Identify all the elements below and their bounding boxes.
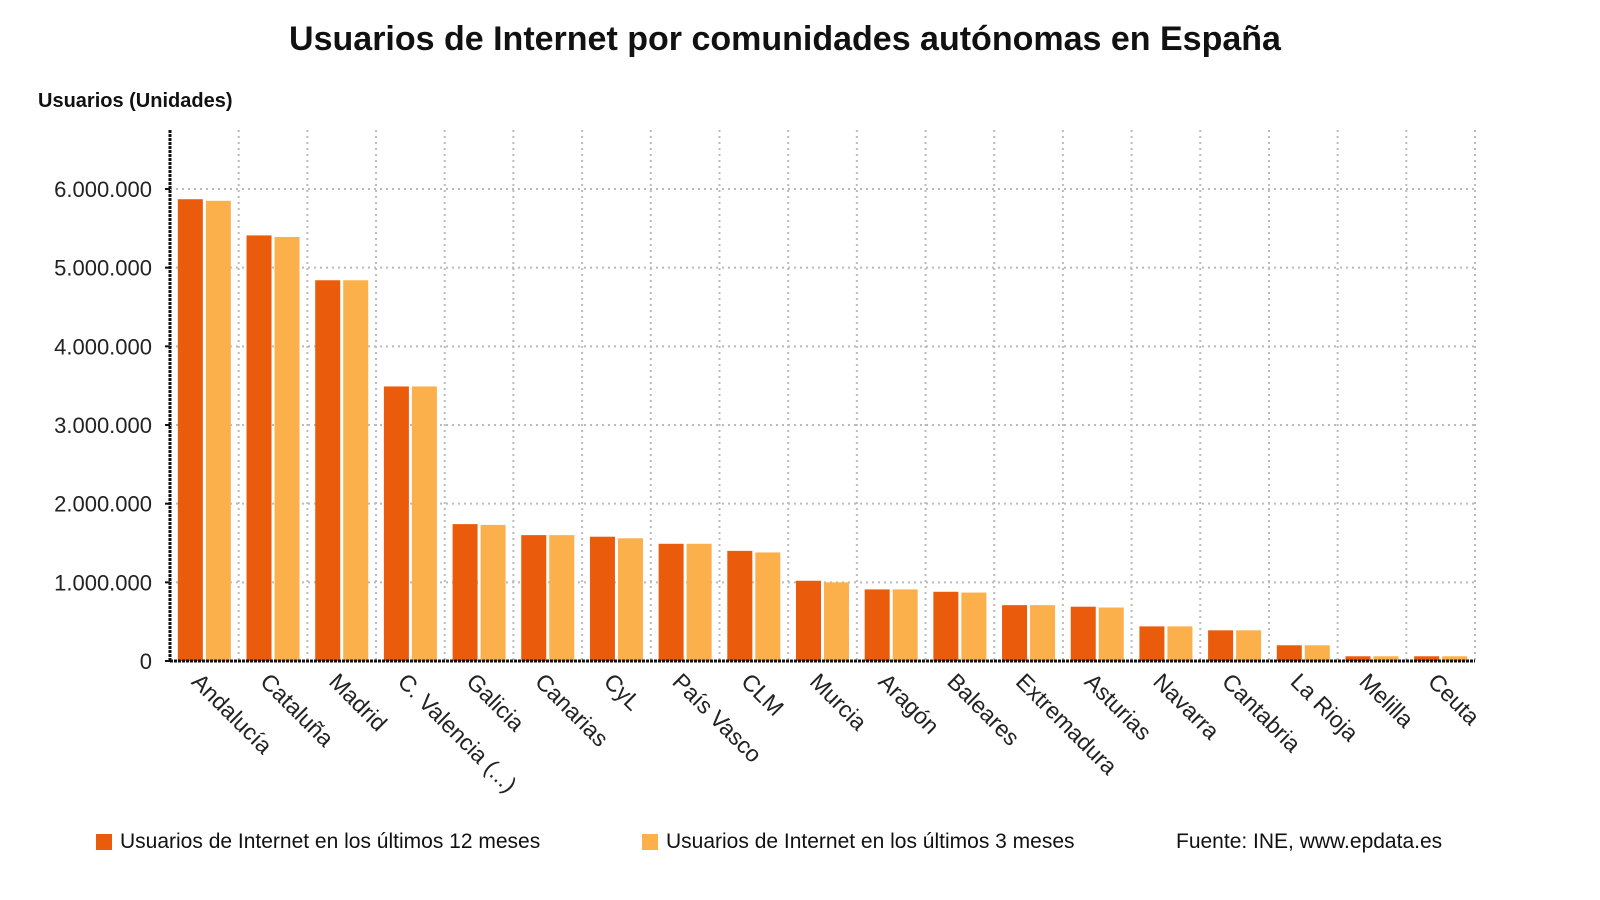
bar-3-meses	[1098, 607, 1124, 661]
bar-12-meses	[1002, 605, 1028, 661]
bar-3-meses	[686, 543, 712, 661]
bar-3-meses	[1304, 645, 1330, 661]
bar-3-meses	[1167, 626, 1193, 661]
x-tick-label: CyL	[599, 668, 646, 715]
x-tick-label: Baleares	[942, 668, 1025, 751]
bar-12-meses	[796, 580, 821, 661]
x-tick-label: CLM	[736, 668, 789, 721]
chart-title: Usuarios de Internet por comunidades aut…	[289, 20, 1281, 58]
bar-3-meses	[1442, 656, 1468, 661]
bar-3-meses	[480, 524, 506, 661]
x-tick-label: Ceuta	[1423, 668, 1485, 730]
bar-3-meses	[205, 200, 231, 662]
x-tick-label: Canarias	[530, 668, 613, 751]
bar-3-meses	[824, 582, 849, 661]
y-tick-label: 5.000.000	[54, 256, 152, 281]
bar-3-meses	[343, 280, 369, 661]
legend-item-12-meses: Usuarios de Internet en los últimos 12 m…	[96, 830, 540, 854]
bar-3-meses	[1030, 605, 1056, 661]
x-tick-label: Madrid	[324, 668, 392, 736]
legend-swatch	[96, 834, 112, 850]
bar-12-meses	[1345, 656, 1371, 661]
bar-12-meses	[727, 550, 753, 661]
legend-label: Usuarios de Internet en los últimos 12 m…	[120, 830, 541, 853]
bar-12-meses	[177, 199, 203, 661]
x-tick-label: C. Valencia (...)	[393, 668, 522, 797]
bar-12-meses	[589, 536, 615, 661]
y-tick-label: 3.000.000	[54, 413, 152, 438]
y-tick-label: 1.000.000	[54, 570, 152, 595]
bar-3-meses	[755, 552, 781, 661]
bar-12-meses	[521, 535, 547, 661]
bar-12-meses	[246, 235, 272, 661]
bar-12-meses	[864, 589, 890, 661]
legend-swatch	[642, 834, 658, 850]
bar-12-meses	[658, 543, 684, 661]
y-tick-label: 2.000.000	[54, 492, 152, 517]
bar-3-meses	[892, 589, 918, 661]
x-tick-label: Aragón	[874, 668, 945, 739]
y-tick-label: 0	[140, 649, 152, 674]
bar-12-meses	[1139, 626, 1165, 661]
x-tick-label: Galicia	[462, 668, 530, 736]
bar-3-meses	[961, 592, 987, 661]
bar-3-meses	[1373, 656, 1399, 661]
bar-3-meses	[617, 538, 643, 661]
bar-12-meses	[1414, 656, 1440, 661]
bar-12-meses	[933, 591, 959, 661]
bar-3-meses	[411, 386, 437, 661]
x-tick-label: Murcia	[805, 668, 872, 735]
x-tick-label: Melilla	[1354, 668, 1419, 733]
bar-12-meses	[1208, 630, 1234, 661]
bar-3-meses	[274, 236, 300, 661]
legend-item-3-meses: Usuarios de Internet en los últimos 3 me…	[642, 830, 1075, 854]
legend-label: Usuarios de Internet en los últimos 3 me…	[666, 830, 1075, 853]
source-note: Fuente: INE, www.epdata.es	[1176, 830, 1443, 853]
bar-12-meses	[383, 386, 409, 661]
bar-12-meses	[452, 524, 478, 661]
bar-3-meses	[1236, 630, 1262, 661]
bar-12-meses	[1070, 606, 1096, 661]
bar-3-meses	[549, 535, 575, 661]
x-tick-label: Navarra	[1148, 668, 1224, 744]
y-tick-label: 4.000.000	[54, 334, 152, 359]
bar-12-meses	[315, 280, 341, 661]
y-axis-label: Usuarios (Unidades)	[38, 90, 233, 112]
y-tick-label: 6.000.000	[54, 177, 152, 202]
bar-12-meses	[1276, 645, 1302, 661]
